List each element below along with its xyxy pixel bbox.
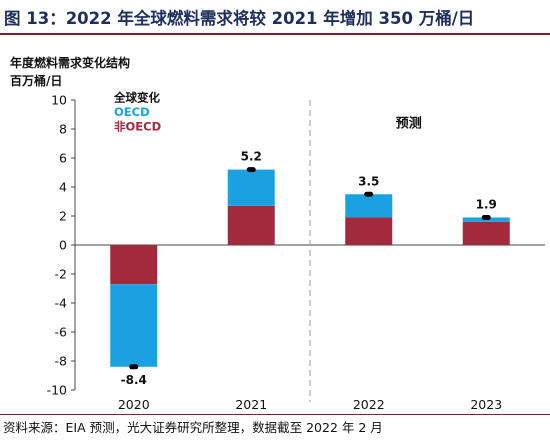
bar-oecd xyxy=(110,284,158,367)
y-tick-label: -6 xyxy=(55,325,68,340)
bar-non-oecd xyxy=(227,205,275,245)
bar-oecd xyxy=(345,194,393,218)
total-data-label: 3.5 xyxy=(358,174,379,188)
x-tick-label: 2022 xyxy=(353,397,385,412)
y-tick-label: -10 xyxy=(47,383,67,398)
unit-label: 百万桶/日 xyxy=(10,73,62,88)
y-axis-title: 年度燃料需求变化结构 xyxy=(10,55,130,70)
total-marker xyxy=(364,191,374,197)
legend-non-oecd: 非OECD xyxy=(114,119,161,133)
x-tick-label: 2020 xyxy=(118,397,150,412)
total-marker xyxy=(246,167,256,173)
bar-non-oecd xyxy=(462,221,510,245)
bar-oecd xyxy=(227,169,275,206)
legend-oecd: OECD xyxy=(114,105,150,119)
bar-non-oecd xyxy=(110,245,158,285)
footer-divider xyxy=(0,414,550,415)
y-tick-label: -4 xyxy=(55,296,68,311)
y-tick-label: 4 xyxy=(59,180,67,195)
x-tick-label: 2023 xyxy=(470,397,502,412)
title-divider xyxy=(0,33,550,35)
y-tick-label: 0 xyxy=(59,238,67,253)
x-tick-label: 2021 xyxy=(235,397,267,412)
total-data-label: 5.2 xyxy=(241,150,262,164)
bar-series xyxy=(110,169,510,367)
y-tick-label: -8 xyxy=(55,354,68,369)
y-tick-label: 2 xyxy=(59,209,67,224)
y-tick-label: 10 xyxy=(51,93,67,108)
forecast-label: 预测 xyxy=(396,116,422,132)
y-tick-label: -2 xyxy=(55,267,67,282)
total-data-label: -8.4 xyxy=(121,373,147,387)
figure-title: 图 13：2022 年全球燃料需求将较 2021 年增加 350 万桶/日 xyxy=(4,9,475,28)
y-tick-label: 6 xyxy=(59,151,67,166)
total-data-label: 1.9 xyxy=(476,197,497,211)
bar-non-oecd xyxy=(345,217,393,245)
legend-total: 全球变化 xyxy=(113,90,160,104)
source-note: 资料来源：EIA 预测，光大证券研究所整理，数据截至 2022 年 2 月 xyxy=(3,420,383,435)
total-marker xyxy=(129,364,139,370)
total-marker xyxy=(481,214,491,220)
chart-overlay: -8.4 5.2 3.5 1.9 预测 xyxy=(121,100,497,402)
stacked-bar-chart: 年度燃料需求变化结构 百万桶/日 10 8 6 4 2 0 -2 -4 -6 -8 -10 2020 2… xyxy=(10,55,545,412)
y-tick-label: 8 xyxy=(59,122,67,137)
